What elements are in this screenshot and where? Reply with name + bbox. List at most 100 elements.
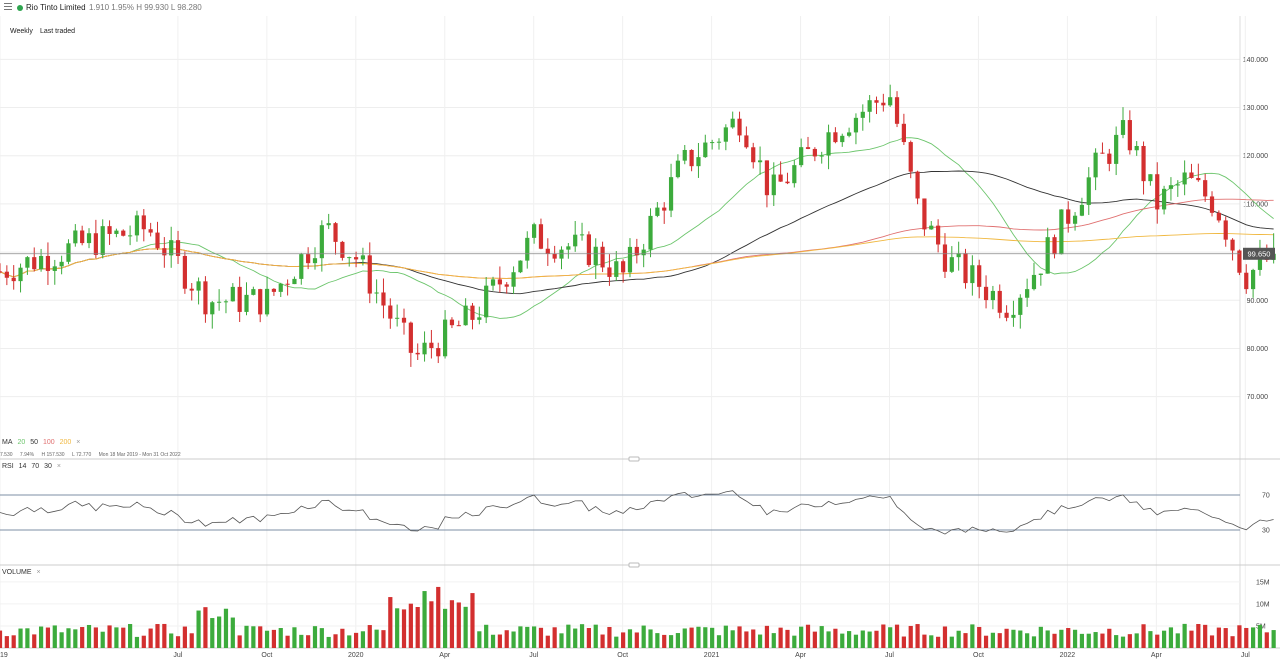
candle-body [1196, 177, 1201, 181]
volume-bar [860, 630, 865, 648]
candle-body [840, 135, 845, 143]
volume-bar [703, 627, 708, 648]
candle-body [100, 226, 105, 255]
volume-bar [675, 633, 681, 648]
ma-200-label[interactable]: 200 [59, 439, 72, 446]
candle-body [244, 294, 249, 312]
rsi-period[interactable]: 14 [18, 463, 27, 470]
candle-body [1025, 289, 1030, 298]
candle-body [1223, 220, 1228, 240]
menu-icon[interactable] [4, 3, 12, 12]
volume-bar [682, 628, 687, 648]
rsi-tick-label: 70 [1262, 493, 1270, 500]
volume-bar [52, 625, 57, 648]
candle-body [66, 243, 71, 262]
volume-bar [415, 607, 420, 648]
volume-bar [251, 626, 256, 648]
volume-bar [792, 635, 797, 648]
candle-body [52, 266, 57, 271]
candle-body [237, 286, 242, 312]
volume-bar [983, 635, 989, 648]
volume-bar [38, 626, 44, 648]
volume-bar [901, 636, 906, 648]
ma-20-label[interactable]: 20 [17, 439, 26, 446]
volume-bar [1072, 629, 1078, 648]
rsi-lower[interactable]: 30 [44, 463, 52, 470]
panel-resize-handle [628, 562, 640, 568]
candle-body [682, 149, 687, 161]
interval-selector[interactable]: Weekly [10, 28, 33, 35]
volume-bar [737, 626, 742, 648]
rsi-upper[interactable]: 70 [31, 463, 40, 470]
candle-body [319, 225, 324, 259]
price-tick-label: 140.000 [1243, 57, 1268, 64]
volume-bar [456, 602, 461, 648]
ma-100-label[interactable]: 100 [42, 439, 55, 446]
volume-bar [942, 626, 948, 648]
volume-bar [1114, 635, 1119, 648]
volume-bar [217, 616, 222, 648]
candle-body [751, 147, 756, 163]
volume-bar [203, 607, 208, 648]
price-tick-label: 90.000 [1247, 298, 1269, 305]
volume-bar [833, 628, 838, 648]
candle-body [1079, 204, 1085, 216]
price-type-selector[interactable]: Last traded [40, 28, 76, 35]
candle-body [1072, 215, 1078, 224]
volume-bar [853, 634, 859, 648]
volume-bar [381, 630, 386, 648]
candle-body [545, 248, 550, 254]
candle-body [881, 102, 886, 106]
candle-body [1100, 152, 1105, 154]
volume-bar [121, 627, 126, 648]
volume-bar [710, 627, 715, 648]
volume-tick-label: 15M [1256, 579, 1270, 586]
candle-body [627, 246, 633, 273]
ma-label: MA [2, 439, 13, 446]
candle-body [668, 177, 674, 211]
volume-bar [326, 636, 331, 648]
candle-body [846, 132, 852, 136]
candle-body [299, 254, 304, 279]
volume-bar [408, 603, 413, 648]
ma-50-label[interactable]: 50 [30, 439, 38, 446]
volume-bar [894, 624, 900, 648]
volume-close-icon[interactable]: × [36, 569, 41, 576]
volume-bar [949, 636, 954, 648]
time-tick-label: Apr [795, 652, 807, 659]
volume-bar [532, 626, 537, 648]
volume-bar [169, 633, 174, 648]
candle-body [662, 207, 667, 211]
candle-body [1059, 209, 1064, 255]
volume-bar [237, 635, 242, 648]
volume-bar [1052, 633, 1057, 648]
rsi-line [0, 490, 1274, 535]
candle-body [134, 215, 140, 236]
rsi-close-icon[interactable]: × [56, 463, 61, 470]
volume-bar [538, 627, 544, 648]
candle-body [1216, 212, 1221, 221]
volume-bar [826, 631, 831, 648]
candle-body [360, 255, 366, 260]
candle-body [128, 235, 133, 237]
candle-body [59, 261, 64, 267]
ma-close-icon[interactable]: × [76, 439, 81, 446]
time-tick-label: 2021 [704, 652, 720, 659]
info-low: L 72.770 [71, 452, 92, 458]
volume-bar [11, 635, 16, 648]
volume-bar [641, 625, 646, 648]
time-tick-label: Jul [885, 652, 894, 659]
candle-body [0, 271, 3, 273]
volume-bar [1216, 627, 1221, 648]
candle-body [340, 241, 345, 258]
candle-body [853, 117, 859, 133]
volume-bar [908, 625, 913, 648]
instrument-name[interactable]: Rio Tinto Limited [26, 3, 86, 12]
volume-bar [1168, 627, 1174, 648]
volume-bar [799, 626, 804, 648]
volume-bar [175, 636, 181, 648]
candle-body [326, 223, 331, 226]
volume-bar [73, 629, 78, 648]
volume-bar [1148, 631, 1153, 648]
